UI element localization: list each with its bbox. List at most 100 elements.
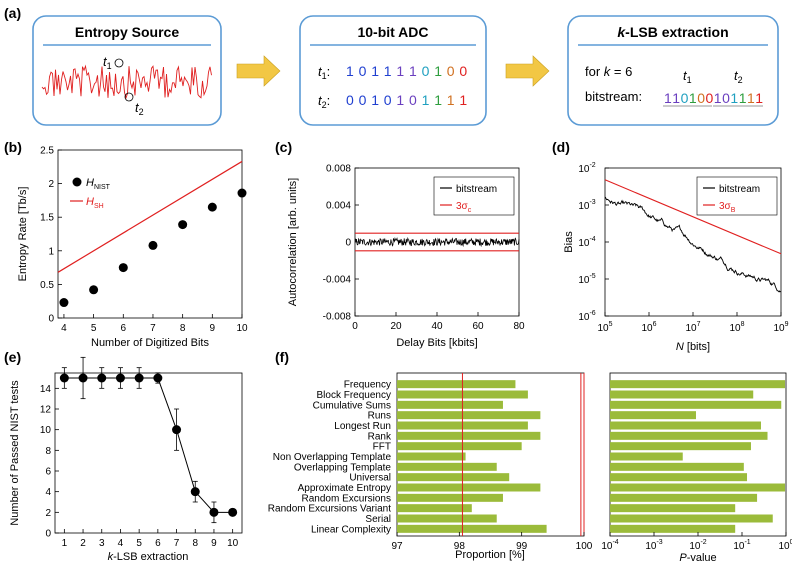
bitstream-bit: 1 [755, 90, 763, 106]
adc-bit: 1 [371, 92, 379, 108]
proportion-bar [397, 462, 497, 471]
category-label: Universal [349, 473, 391, 484]
y-tick-label: 10-4 [578, 236, 595, 249]
x-tick-label: 105 [597, 321, 612, 334]
x-tick-label: 5 [91, 323, 97, 334]
chart-c-legend: bitstream 3σc [433, 176, 515, 216]
bitstream-bit: 1 [739, 90, 747, 106]
chart-bias: 105 106 107 108 109 10-6 10-5 10-4 10-3 10-2 N [b… [563, 162, 789, 353]
x-tick-label: 8 [192, 538, 198, 549]
y-tick-label: 1 [48, 246, 54, 257]
proportion-bar [397, 483, 541, 492]
entropy-source-box: Entropy Source t1 t2 [32, 15, 222, 126]
x-axis-label: Number of Digitized Bits [91, 337, 209, 349]
lsb-k-value: for k = 6 [585, 64, 632, 79]
pvalue-bar [610, 421, 761, 430]
adc-row2-label: t2: [318, 93, 330, 110]
y-tick-label: 14 [40, 384, 52, 395]
entropy-source-frame [32, 15, 222, 126]
pvalue-bar [610, 462, 744, 471]
pvalue-bar [610, 504, 736, 513]
bitstream-bit: 1 [672, 90, 680, 106]
bitstream-bit: 0 [722, 90, 730, 106]
panel-label-e: (e) [4, 349, 21, 365]
data-point-nist [59, 298, 69, 308]
category-label: Runs [368, 411, 391, 422]
y-tick-label: 2.5 [40, 146, 54, 157]
adc-bit: 0 [447, 63, 455, 79]
chart-b-ticks: 4 5 6 7 8 9 10 0 0.5 1 1.5 2 2.5 [40, 146, 248, 335]
panel-label-c: (c) [275, 139, 292, 155]
x-axis-label: Delay Bits [kbits] [396, 337, 477, 349]
x-tick-label: 40 [431, 321, 443, 332]
legend-label-sh: HSH [86, 196, 104, 210]
sigma-line [604, 179, 782, 255]
proportion-bar [397, 452, 466, 461]
x-tick-label: 0 [352, 321, 358, 332]
chart-entropy-rate: 4 5 6 7 8 9 10 0 0.5 1 1.5 2 2.5 Number of Digitized… [17, 146, 248, 350]
x-tick-label: 10-4 [601, 539, 618, 552]
category-label: Random Excursions Variant [268, 504, 391, 515]
adc-bit: 1 [396, 92, 404, 108]
category-label: Linear Complexity [311, 524, 391, 535]
pvalue-bar [610, 390, 754, 399]
x-tick-label: 9 [211, 538, 217, 549]
sample-label-t2: t2 [135, 100, 144, 117]
data-point-nist [118, 263, 128, 273]
bitstream-label: bitstream: [585, 89, 642, 104]
y-tick-label: 8 [45, 446, 51, 457]
proportion-bar [397, 380, 516, 389]
data-point [190, 487, 200, 497]
proportion-bar [397, 400, 503, 409]
series-line-bitstream [604, 196, 782, 293]
y-tick-label: 10-5 [578, 273, 595, 286]
legend-box [696, 176, 778, 216]
series-line-bitstream [354, 236, 520, 248]
adc-bit: 0 [409, 92, 417, 108]
pvalue-bar [610, 514, 773, 523]
data-point-nist [207, 202, 217, 212]
data-point [59, 373, 69, 383]
lsb-col-t1: t1 [683, 68, 692, 85]
panel-label-a: (a) [4, 5, 21, 21]
entropy-source-title: Entropy Source [75, 24, 179, 40]
x-axis-label: P-value [679, 552, 716, 563]
adc-bit: 1 [346, 63, 354, 79]
legend-box [433, 176, 515, 216]
adc-bit: 1 [434, 63, 442, 79]
adc-title: 10-bit ADC [357, 24, 428, 40]
x-tick-label: 1 [62, 538, 68, 549]
proportion-bar [397, 504, 472, 513]
chart-f1-ticks: 97 98 99 100 [391, 532, 593, 552]
chart-b-marks [57, 160, 247, 308]
adc-bit: 0 [384, 92, 392, 108]
legend-marker-nist [72, 177, 82, 187]
series-line [64, 377, 233, 513]
y-tick-label: 0.5 [40, 280, 54, 291]
data-point [209, 507, 219, 517]
x-tick-label: 100 [576, 541, 593, 552]
x-tick-label: 6 [155, 538, 161, 549]
legend-label-nist: HNIST [86, 177, 111, 191]
adc-bit: 1 [384, 63, 392, 79]
x-tick-label: 10 [227, 538, 239, 549]
y-tick-label: 2 [45, 508, 51, 519]
category-label: Frequency [344, 380, 391, 391]
pvalue-bar [610, 483, 786, 492]
adc-bit: 1 [371, 63, 379, 79]
x-axis-label: Proportion [%] [455, 549, 525, 561]
y-tick-label: 2 [48, 179, 54, 190]
x-tick-label: 106 [641, 321, 656, 334]
lsb-title: k-LSB extraction [617, 24, 728, 40]
pvalue-bar [610, 493, 758, 502]
category-label: Overlapping Template [294, 462, 392, 473]
sample-marker-t2 [124, 92, 134, 102]
category-label: Serial [365, 514, 391, 525]
adc-bit: 1 [434, 92, 442, 108]
x-tick-label: 20 [390, 321, 402, 332]
bitstream-bit: 0 [706, 90, 714, 106]
